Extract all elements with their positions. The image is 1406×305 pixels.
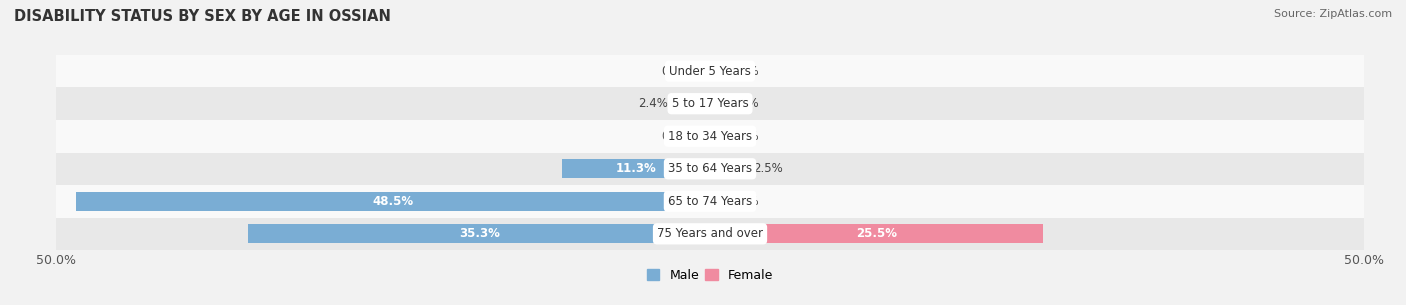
- Bar: [562, 159, 710, 178]
- Text: Source: ZipAtlas.com: Source: ZipAtlas.com: [1274, 9, 1392, 19]
- Text: 11.3%: 11.3%: [616, 162, 657, 175]
- Bar: [56, 120, 1364, 152]
- Text: 5 to 17 Years: 5 to 17 Years: [672, 97, 748, 110]
- Text: 35.3%: 35.3%: [458, 227, 499, 240]
- Bar: [679, 94, 710, 113]
- Bar: [56, 152, 1364, 185]
- Legend: Male, Female: Male, Female: [643, 264, 778, 287]
- Bar: [56, 185, 1364, 217]
- Text: Under 5 Years: Under 5 Years: [669, 65, 751, 78]
- Text: 0.0%: 0.0%: [730, 65, 759, 78]
- Text: 0.0%: 0.0%: [730, 130, 759, 143]
- Text: 18 to 34 Years: 18 to 34 Years: [668, 130, 752, 143]
- Text: DISABILITY STATUS BY SEX BY AGE IN OSSIAN: DISABILITY STATUS BY SEX BY AGE IN OSSIA…: [14, 9, 391, 24]
- Text: 35 to 64 Years: 35 to 64 Years: [668, 162, 752, 175]
- Text: 2.4%: 2.4%: [638, 97, 668, 110]
- Bar: [56, 88, 1364, 120]
- Text: 65 to 74 Years: 65 to 74 Years: [668, 195, 752, 208]
- Text: 75 Years and over: 75 Years and over: [657, 227, 763, 240]
- Bar: [76, 192, 710, 211]
- Text: 0.0%: 0.0%: [661, 65, 690, 78]
- Bar: [56, 55, 1364, 88]
- Text: 48.5%: 48.5%: [373, 195, 413, 208]
- Bar: [249, 224, 710, 243]
- Bar: [710, 224, 1043, 243]
- Text: 2.5%: 2.5%: [754, 162, 783, 175]
- Bar: [56, 217, 1364, 250]
- Text: 25.5%: 25.5%: [856, 227, 897, 240]
- Text: 0.0%: 0.0%: [730, 97, 759, 110]
- Text: 0.0%: 0.0%: [730, 195, 759, 208]
- Bar: [710, 159, 742, 178]
- Text: 0.0%: 0.0%: [661, 130, 690, 143]
